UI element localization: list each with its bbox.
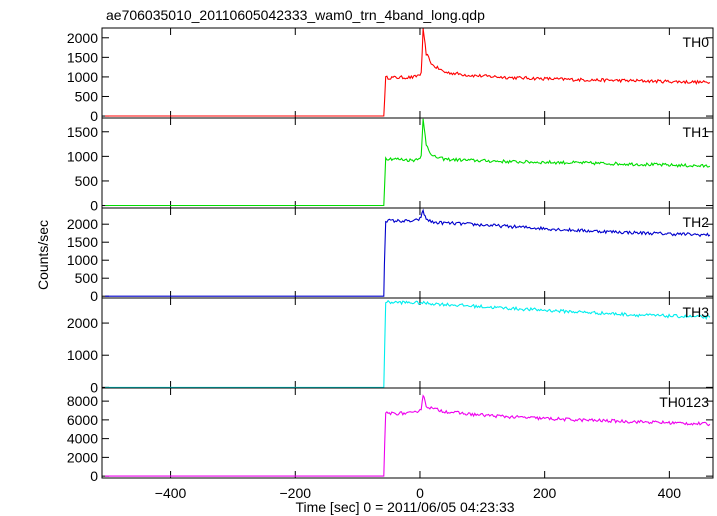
chart-title: ae706035010_20110605042333_wam0_trn_4ban… — [106, 7, 485, 23]
x-tick-label: −200 — [280, 485, 312, 501]
x-tick-label: 200 — [533, 485, 557, 501]
panel-frame — [101, 27, 714, 119]
panel-frame — [101, 297, 714, 389]
panel-label-th0: TH0 — [683, 34, 710, 50]
panel-label-th1: TH1 — [683, 124, 710, 140]
y-axis-label: Counts/sec — [35, 220, 51, 290]
y-tick-label: 4000 — [67, 431, 98, 447]
y-tick-label: 8000 — [67, 393, 98, 409]
y-tick-label: 1500 — [67, 234, 98, 250]
y-tick-label: 2000 — [67, 216, 98, 232]
y-tick-label: 0 — [90, 288, 98, 304]
series-line-th1 — [105, 118, 711, 207]
y-tick-label: 0 — [90, 198, 98, 214]
panel-frame — [101, 387, 714, 479]
y-tick-label: 2000 — [67, 30, 98, 46]
series-line-th0123 — [105, 394, 711, 477]
panel-frame — [101, 117, 714, 209]
series-line-th3 — [105, 299, 711, 388]
y-tick-label: 2000 — [67, 449, 98, 465]
y-tick-label: 500 — [75, 88, 99, 104]
y-tick-label: 6000 — [67, 412, 98, 428]
y-tick-label: 500 — [75, 270, 99, 286]
y-tick-label: 1500 — [67, 49, 98, 65]
y-tick-label: 1000 — [67, 69, 98, 85]
y-tick-label: 0 — [90, 108, 98, 124]
panel-frame — [101, 207, 714, 299]
x-tick-label: 0 — [416, 485, 424, 501]
panel-label-th0123: TH0123 — [659, 394, 709, 410]
series-line-th2 — [105, 208, 711, 297]
y-tick-label: 0 — [90, 468, 98, 484]
panel-label-th3: TH3 — [683, 304, 710, 320]
x-axis-label: Time [sec] 0 = 2011/06/05 04:23:33 — [295, 499, 514, 515]
panel-label-th2: TH2 — [683, 214, 710, 230]
y-tick-label: 1000 — [67, 252, 98, 268]
series-line-th0 — [105, 28, 711, 117]
y-tick-label: 2000 — [67, 315, 98, 331]
x-tick-label: 400 — [658, 485, 682, 501]
y-tick-label: 1000 — [67, 148, 98, 164]
y-tick-label: 1500 — [67, 124, 98, 140]
y-tick-label: 500 — [75, 173, 99, 189]
y-tick-label: 0 — [90, 379, 98, 395]
y-tick-label: 1000 — [67, 347, 98, 363]
x-tick-label: −400 — [155, 485, 187, 501]
